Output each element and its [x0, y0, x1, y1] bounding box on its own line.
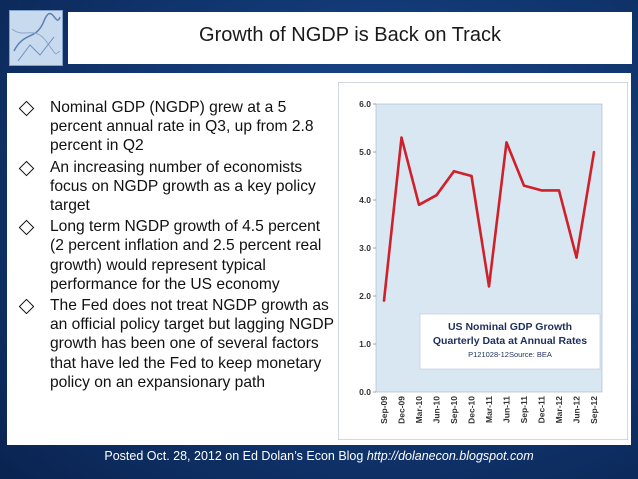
- y-tick-label: 1.0: [359, 339, 371, 349]
- x-tick-label: Mar-12: [554, 396, 564, 424]
- chart-legend-box: [419, 313, 601, 370]
- data-point: [592, 150, 596, 154]
- x-tick-label: Jun-10: [432, 396, 442, 424]
- diamond-bullet-icon: [18, 100, 35, 117]
- y-tick-label: 6.0: [359, 99, 371, 109]
- y-tick-label: 0.0: [359, 387, 371, 397]
- slide-footer: Posted Oct. 28, 2012 on Ed Dolan’s Econ …: [0, 449, 638, 463]
- x-tick-label: Jun-12: [572, 396, 582, 424]
- x-tick-label: Sep-11: [519, 396, 529, 424]
- diamond-bullet-icon: [18, 298, 35, 315]
- y-tick-label: 3.0: [359, 243, 371, 253]
- chart-subtitle: Quarterly Data at Annual Rates: [433, 335, 587, 347]
- data-point: [505, 141, 508, 144]
- bullet-list: Nominal GDP (NGDP) grew at a 5 percent a…: [18, 98, 338, 394]
- chart-source-note: P121028-12Source: BEA: [468, 350, 552, 359]
- data-point: [487, 285, 491, 288]
- bullet-text: The Fed does not treat NGDP growth as an…: [50, 297, 334, 391]
- x-tick-label: Mar-11: [484, 396, 494, 423]
- data-point: [575, 256, 578, 259]
- y-tick-label: 2.0: [359, 291, 371, 301]
- title-bar: [68, 12, 632, 64]
- x-tick-label: Jun-11: [502, 396, 512, 423]
- footer-url: http://dolanecon.blogspot.com: [366, 449, 534, 463]
- bullet-text: Long term NGDP growth of 4.5 percent (2 …: [50, 218, 322, 293]
- slide-title: Growth of NGDP is Back on Track: [199, 24, 501, 46]
- data-point: [417, 203, 421, 206]
- x-tick-label: Dec-11: [537, 396, 547, 424]
- diamond-bullet-icon: [18, 160, 35, 176]
- data-point: [470, 174, 473, 178]
- bullet-text: Nominal GDP (NGDP) grew at a 5 percent a…: [50, 99, 314, 155]
- x-tick-label: Dec-09: [397, 396, 407, 424]
- logo-thumbnail: [9, 10, 63, 66]
- logo-graphic: [10, 11, 62, 65]
- bullet-item: An increasing number of economists focus…: [18, 158, 338, 216]
- y-tick-label: 4.0: [359, 195, 371, 205]
- x-tick-label: Sep-12: [589, 396, 599, 424]
- chart-svg: 0.0 1.0 2.0 3.0 4.0 5.0 6.0 Sep-09 Dec-09 Mar-10…: [337, 81, 629, 441]
- data-point: [435, 194, 438, 197]
- data-point: [540, 189, 543, 192]
- data-point: [522, 184, 526, 187]
- y-tick-label: 5.0: [359, 147, 371, 157]
- bullet-item: Long term NGDP growth of 4.5 percent (2 …: [18, 217, 338, 294]
- bullet-item: The Fed does not treat NGDP growth as an…: [18, 296, 338, 392]
- ngdp-chart: 0.0 1.0 2.0 3.0 4.0 5.0 6.0 Sep-09 Dec-09 Mar-10…: [337, 81, 629, 441]
- diamond-bullet-icon: [18, 219, 35, 236]
- data-point: [557, 189, 561, 192]
- data-point: [452, 170, 456, 173]
- bullet-text: An increasing number of economists focus…: [50, 158, 316, 215]
- footer-text: Posted Oct. 28, 2012 on Ed Dolan’s Econ …: [104, 449, 364, 463]
- x-tick-label: Dec-10: [467, 396, 477, 424]
- x-tick-label: Sep-10: [449, 396, 459, 424]
- data-point: [400, 136, 403, 139]
- x-tick-label: Mar-10: [414, 396, 424, 424]
- bullet-item: Nominal GDP (NGDP) grew at a 5 percent a…: [18, 98, 338, 156]
- data-point: [382, 299, 386, 302]
- chart-title: US Nominal GDP Growth: [448, 321, 572, 333]
- x-tick-label: Sep-09: [379, 396, 389, 424]
